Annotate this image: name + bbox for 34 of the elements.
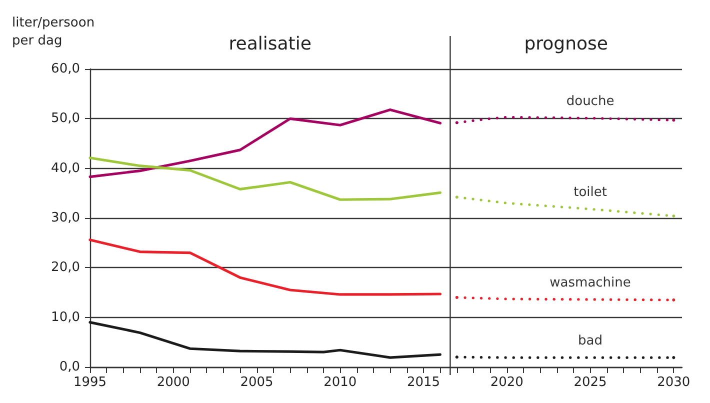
y-tick-label: 30,0 bbox=[51, 210, 80, 226]
point bbox=[455, 356, 458, 359]
line-series bbox=[88, 321, 442, 359]
line-series bbox=[88, 156, 442, 201]
text: realisatie bbox=[228, 34, 312, 54]
line-series bbox=[88, 238, 442, 296]
x-tick-label: 2000 bbox=[156, 375, 190, 390]
point bbox=[672, 356, 676, 360]
y-axis-title: liter/persoon per dag bbox=[12, 16, 95, 48]
point bbox=[672, 118, 676, 122]
series-label: douche bbox=[566, 94, 614, 110]
point bbox=[672, 298, 676, 302]
x-tick-label: 2005 bbox=[240, 375, 274, 390]
y-tick-label: 0,0 bbox=[59, 360, 80, 374]
point bbox=[455, 196, 458, 199]
y-tick-label: 50,0 bbox=[51, 111, 80, 126]
x-tick-label: 2015 bbox=[406, 375, 440, 390]
y-tick-label: 60,0 bbox=[51, 62, 80, 76]
series-label: wasmachine bbox=[550, 275, 631, 290]
x-tick-label: 2025 bbox=[574, 375, 607, 390]
point bbox=[672, 214, 676, 218]
y-tick-label: 40,0 bbox=[51, 160, 80, 176]
x-tick-label: 2020 bbox=[490, 375, 524, 390]
x-tick-label: 2010 bbox=[324, 375, 357, 390]
series-label: bad bbox=[578, 334, 603, 349]
line-series bbox=[88, 108, 442, 178]
y-tick-label: 10,0 bbox=[51, 310, 80, 325]
x-tick-label: 1995 bbox=[73, 375, 107, 390]
x-tick-label: 2030 bbox=[657, 375, 690, 390]
text: prognose bbox=[524, 34, 608, 54]
point bbox=[455, 121, 458, 124]
series-label: toilet bbox=[574, 185, 607, 200]
point bbox=[455, 296, 458, 299]
y-tick-label: 20,0 bbox=[51, 260, 80, 276]
